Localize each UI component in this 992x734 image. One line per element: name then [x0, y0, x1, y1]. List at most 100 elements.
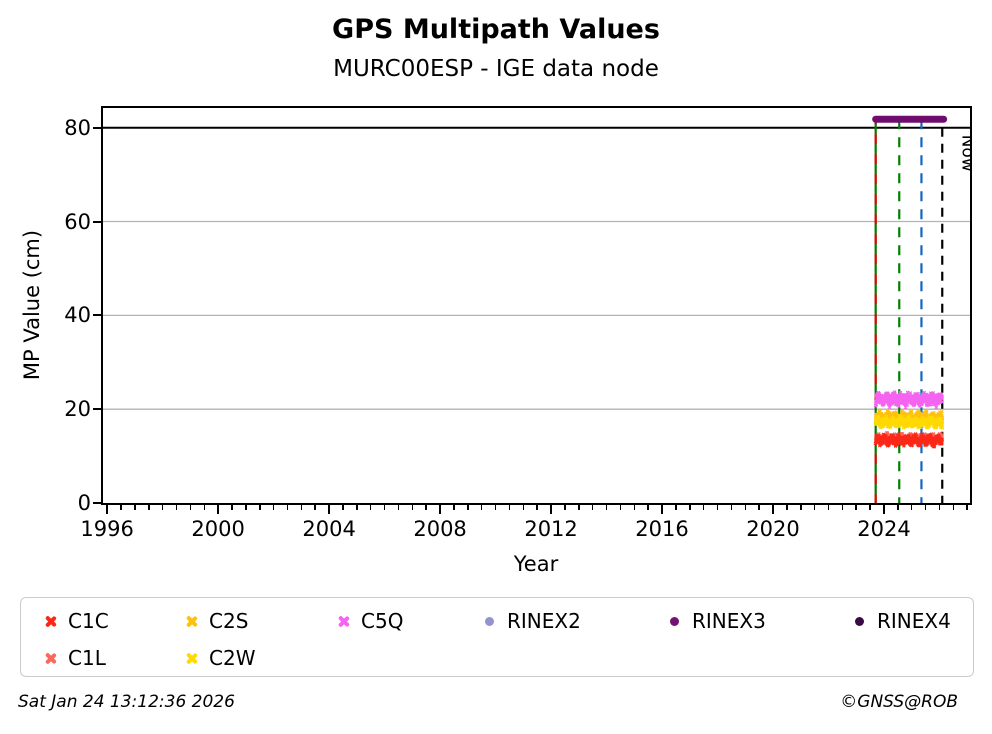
series-c2w	[873, 414, 945, 430]
x-tick-minor	[231, 505, 233, 510]
x-tick-minor	[245, 505, 247, 510]
x-tick-minor	[453, 505, 455, 510]
x-tick-minor	[675, 505, 677, 510]
x-tick-minor	[134, 505, 136, 510]
x-tick-major	[328, 505, 331, 514]
legend-label: C5Q	[361, 609, 404, 633]
legend-item-rinex4: RINEX4	[853, 608, 951, 634]
legend-label: C1L	[68, 646, 106, 670]
x-tick-minor	[120, 505, 122, 510]
x-marker-icon	[337, 614, 351, 628]
x-tick-label: 2024	[857, 517, 911, 541]
legend-item-c5q: C5Q	[337, 608, 403, 634]
x-tick-minor	[619, 505, 622, 510]
x-tick-label: 2000	[191, 517, 245, 541]
x-tick-minor	[508, 505, 511, 510]
x-tick-minor	[161, 505, 164, 510]
now-label: Now	[957, 135, 970, 172]
x-marker-icon	[185, 614, 199, 628]
legend-label: RINEX4	[877, 609, 951, 633]
x-tick-label: 2020	[746, 517, 800, 541]
x-tick-minor	[425, 505, 427, 510]
dot-marker-icon	[485, 616, 494, 626]
x-tick-major	[882, 505, 885, 514]
x-tick-minor	[342, 505, 344, 510]
legend-label: C2W	[209, 646, 256, 670]
x-tick-minor	[369, 505, 372, 510]
y-tick	[93, 314, 101, 317]
x-tick-minor	[564, 505, 566, 510]
x-tick-minor	[286, 505, 289, 510]
y-tick	[93, 126, 101, 129]
x-tick-minor	[605, 505, 608, 510]
x-tick-minor	[148, 505, 150, 510]
y-tick	[93, 502, 101, 504]
x-tick-minor	[494, 505, 497, 510]
x-tick-minor	[300, 505, 303, 510]
x-tick-minor	[924, 505, 927, 510]
x-tick-major	[217, 505, 220, 514]
chart-legend: C1C C2S C5Q RINEX2 RINEX3 RINEX4 C1L C2W	[20, 597, 974, 677]
legend-item-rinex3: RINEX3	[668, 608, 766, 634]
y-tick-label: 80	[64, 115, 91, 140]
x-tick-minor	[841, 505, 844, 510]
x-tick-minor	[411, 505, 414, 510]
x-tick-label: 2016	[635, 517, 689, 541]
legend-item-c1l: C1L	[44, 645, 106, 671]
x-tick-minor	[897, 505, 899, 510]
legend-item-c1c: C1C	[44, 608, 109, 634]
x-tick-minor	[869, 505, 871, 510]
series-c5q	[873, 390, 944, 410]
x-tick-minor	[633, 505, 636, 510]
plot-timestamp: Sat Jan 24 13:12:36 2026	[18, 692, 235, 712]
x-tick-minor	[272, 505, 275, 510]
x-tick-minor	[467, 505, 469, 510]
x-tick-minor	[716, 505, 719, 510]
x-tick-minor	[966, 505, 968, 510]
x-tick-minor	[813, 505, 816, 510]
dot-marker-icon	[670, 616, 679, 626]
x-tick-minor	[356, 505, 358, 510]
legend-item-c2s: C2S	[185, 608, 248, 634]
y-tick	[93, 408, 101, 411]
legend-label: RINEX3	[692, 609, 766, 633]
y-tick	[93, 220, 101, 223]
x-tick-minor	[397, 505, 400, 510]
x-tick-minor	[827, 505, 830, 510]
y-tick-label: 60	[64, 209, 91, 234]
copyright-label: ©GNSS@ROB	[840, 692, 958, 712]
legend-label: C2S	[209, 609, 249, 633]
x-tick-minor	[758, 505, 760, 510]
x-tick-minor	[800, 505, 802, 510]
page-subtitle: MURC00ESP - IGE data node	[333, 56, 659, 82]
x-axis-label: Year	[513, 552, 559, 576]
x-tick-minor	[855, 505, 857, 510]
x-tick-minor	[591, 505, 594, 510]
plot-area: Now	[101, 106, 972, 505]
x-marker-icon	[185, 651, 199, 665]
x-tick-minor	[383, 505, 386, 510]
x-tick-minor	[203, 505, 205, 510]
series-c1c	[873, 432, 944, 449]
x-tick-major	[772, 505, 775, 514]
x-tick-minor	[175, 505, 178, 510]
y-tick-label: 40	[64, 303, 91, 328]
legend-item-rinex2: RINEX2	[483, 608, 581, 634]
plot-canvas: Now	[103, 115, 970, 503]
x-tick-label: 2012	[524, 517, 578, 541]
x-tick-minor	[314, 505, 316, 510]
x-marker-icon	[44, 614, 58, 628]
x-tick-minor	[938, 505, 941, 510]
x-tick-minor	[702, 505, 705, 510]
x-tick-minor	[910, 505, 913, 510]
x-tick-label: 2004	[302, 517, 356, 541]
dot-marker-icon	[855, 616, 864, 626]
x-tick-minor	[647, 505, 649, 510]
x-tick-major	[106, 505, 109, 514]
legend-item-c2w: C2W	[185, 645, 255, 671]
y-tick-label: 0	[77, 491, 91, 515]
x-tick-minor	[730, 505, 733, 510]
x-tick-major	[550, 505, 553, 514]
x-tick-label: 1996	[80, 517, 134, 541]
